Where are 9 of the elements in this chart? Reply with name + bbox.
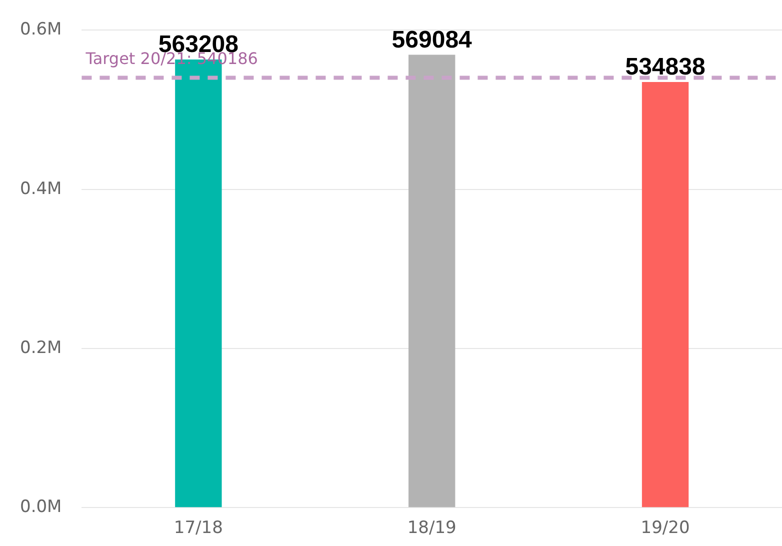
data-label: 534838 — [625, 54, 706, 81]
x-tick-label: 19/20 — [640, 518, 690, 538]
y-tick-label: 0.0M — [20, 497, 62, 518]
y-tick-label: 0.6M — [20, 20, 62, 40]
data-label: 569084 — [392, 26, 473, 54]
y-tick-label: 0.2M — [20, 338, 62, 358]
x-tick-label: 18/19 — [407, 518, 456, 538]
y-tick-label: 0.4M — [20, 178, 62, 199]
x-tick-label: 17/18 — [174, 518, 223, 538]
